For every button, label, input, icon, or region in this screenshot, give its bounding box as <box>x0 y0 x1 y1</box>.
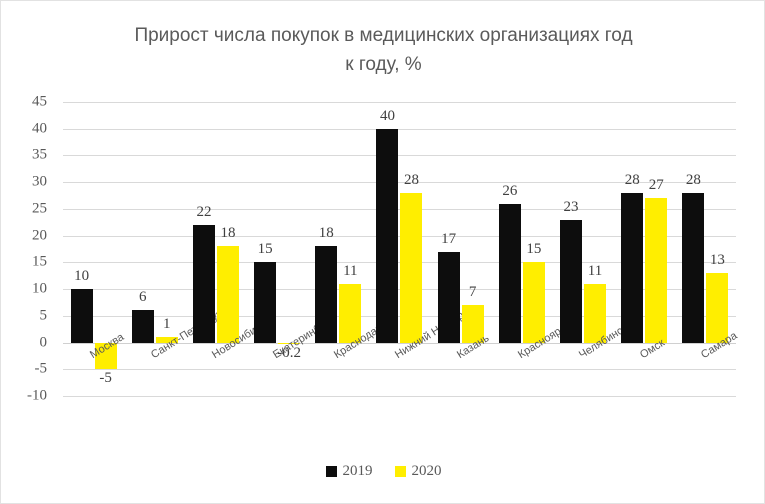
y-axis-tick-label: -10 <box>27 387 47 404</box>
bar-group: 40 28 Нижний Новгород <box>369 102 477 396</box>
gridline <box>63 182 736 184</box>
legend-label: 2019 <box>342 463 373 479</box>
bar-2020[interactable] <box>216 246 239 343</box>
y-axis-tick-label: 35 <box>32 146 47 163</box>
bar-value-label: -0.2 <box>277 344 301 361</box>
bar-value-label: 15 <box>257 241 273 258</box>
bar-value-label: 6 <box>139 289 147 306</box>
bar-2020[interactable] <box>461 305 484 343</box>
bar-value-label: 1 <box>163 316 171 333</box>
bar-2019[interactable] <box>437 251 460 343</box>
bar-2020[interactable] <box>645 198 668 343</box>
bar-2020[interactable] <box>94 342 117 370</box>
bar-group: 22 18 Новосибирск <box>185 102 273 396</box>
gridline <box>63 369 736 371</box>
legend-item[interactable]: 2019 <box>325 463 373 480</box>
bar-value-label: 17 <box>441 230 457 247</box>
bar-2019[interactable] <box>621 192 644 343</box>
y-axis-tick-label: 45 <box>32 93 47 110</box>
bar-2019[interactable] <box>70 289 93 343</box>
bar-2019[interactable] <box>315 246 338 343</box>
bar-group: 18 11 Краснодар <box>308 102 385 396</box>
gridline <box>63 208 736 210</box>
bar-2019[interactable] <box>682 192 705 343</box>
bar-group: 28 13 Самара <box>675 102 740 396</box>
gridline <box>63 396 736 397</box>
plot-area: 10 -5 Москва 6 1 Санкт-Петербург 22 18 Новосибир… <box>63 102 740 397</box>
bar-value-label: 26 <box>502 182 518 199</box>
bar-value-label: -5 <box>99 370 112 387</box>
gridline <box>63 342 736 344</box>
bar-2019[interactable] <box>560 219 583 343</box>
y-axis-tick-label: 15 <box>32 253 47 270</box>
bar-value-label: 28 <box>685 171 701 188</box>
gridline <box>63 128 736 130</box>
bar-2020[interactable] <box>339 283 362 343</box>
y-axis-tick-label: 20 <box>32 227 47 244</box>
bar-value-label: 18 <box>220 225 236 242</box>
y-axis-tick-label: 25 <box>32 200 47 217</box>
bar-2020[interactable] <box>584 283 607 343</box>
chart-title: Прирост числа покупок в медицинских орга… <box>71 21 696 79</box>
bar-value-label: 22 <box>196 203 212 220</box>
bar-group: 17 7 Казань <box>430 102 491 396</box>
bar-group: 26 15 Красноярск <box>491 102 572 396</box>
y-axis-tick-label: -5 <box>34 360 48 377</box>
bar-group: 6 1 Санкт-Петербург <box>124 102 228 396</box>
bar-value-label: 11 <box>343 262 358 279</box>
bar-value-label: 23 <box>563 198 579 215</box>
gridline <box>63 235 736 237</box>
bar-2019[interactable] <box>192 224 215 343</box>
bar-group: 23 11 Челябинск <box>552 102 629 396</box>
bar-2020[interactable] <box>278 342 301 344</box>
y-axis-tick-label: 5 <box>39 307 48 324</box>
bar-2019[interactable] <box>131 310 154 343</box>
gridline <box>63 289 736 291</box>
y-axis-tick-label: 10 <box>32 280 47 297</box>
gridline <box>63 315 736 317</box>
bar-group: 15 -0.2 Екатеринбург <box>247 102 336 396</box>
bar-2020[interactable] <box>400 192 423 343</box>
bar-value-label: 18 <box>318 225 334 242</box>
y-axis-tick-label: 40 <box>32 120 47 137</box>
bar-value-label: 28 <box>624 171 640 188</box>
gridline <box>63 102 736 103</box>
bar-value-label: 11 <box>587 262 603 279</box>
gridline <box>63 262 736 264</box>
chart-title-line-1: Прирост числа покупок в медицинских орга… <box>134 25 633 46</box>
bar-value-label: 15 <box>526 241 542 258</box>
chart-title-line-2: к году, % <box>345 54 422 75</box>
bar-2020[interactable] <box>522 262 545 343</box>
bar-group: 10 -5 Москва <box>63 102 126 396</box>
gridline <box>63 155 736 157</box>
legend-swatch-icon <box>394 466 406 477</box>
bar-value-label: 10 <box>74 268 90 285</box>
bar-value-label: 28 <box>403 171 419 188</box>
bar-2020[interactable] <box>706 273 729 343</box>
legend-label: 2020 <box>411 463 442 479</box>
legend-swatch-icon <box>325 466 337 477</box>
bar-2020[interactable] <box>155 337 178 343</box>
bar-2019[interactable] <box>376 128 399 343</box>
bar-value-label: 7 <box>468 284 477 301</box>
bar-value-label: 13 <box>709 252 725 269</box>
legend-item[interactable]: 2020 <box>394 463 442 480</box>
bar-group: 28 27 Омск <box>614 102 675 396</box>
bar-2019[interactable] <box>254 262 277 343</box>
y-axis: 45 40 35 30 25 20 15 10 5 0 -5 -10 <box>1 94 53 404</box>
chart-legend: 2019 2020 <box>1 463 764 480</box>
y-axis-tick-label: 30 <box>32 173 47 190</box>
y-axis-tick-label: 0 <box>39 334 48 351</box>
bar-2019[interactable] <box>498 203 521 343</box>
bar-value-label: 27 <box>648 177 664 194</box>
bar-value-label: 40 <box>379 107 395 124</box>
